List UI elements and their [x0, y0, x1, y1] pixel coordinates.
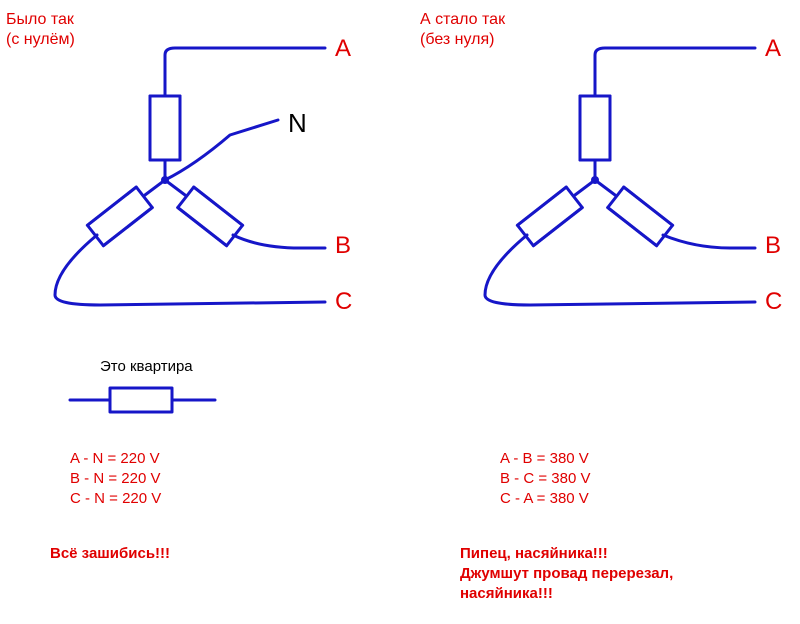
right-resistor-right — [608, 187, 673, 246]
left-star-node — [161, 176, 169, 184]
right-resistor-left — [517, 187, 582, 246]
wiring-layer — [0, 0, 800, 624]
left-resistor-top — [150, 96, 180, 160]
right-exclaim-3: насяйника!!! — [460, 585, 553, 603]
right-phase-B: B — [765, 232, 781, 261]
left-phase-C: C — [335, 288, 352, 317]
left-resistor-left — [87, 187, 152, 246]
right-star-node — [591, 176, 599, 184]
right-exclaim-2: Джумшут провад перерезал, — [460, 565, 673, 583]
right-phase-C: C — [765, 288, 782, 317]
left-phase-A: A — [335, 35, 351, 64]
left-resistor-right — [178, 187, 243, 246]
left-voltage-3: C - N = 220 V — [70, 490, 161, 508]
left-exclaim: Всё зашибись!!! — [50, 545, 170, 563]
right-wire-B — [663, 235, 755, 248]
left-title-line2: (с нулём) — [6, 30, 75, 49]
right-exclaim-1: Пипец, насяйника!!! — [460, 545, 608, 563]
left-voltage-1: A - N = 220 V — [70, 450, 160, 468]
right-wire-A — [595, 48, 755, 96]
right-title-line2: (без нуля) — [420, 30, 494, 49]
left-wire-N — [165, 120, 278, 180]
right-phase-A: A — [765, 35, 781, 64]
left-br-stub — [165, 180, 185, 195]
left-wire-A — [165, 48, 325, 96]
right-voltage-2: B - C = 380 V — [500, 470, 590, 488]
right-wire-C — [485, 235, 755, 305]
diagram-stage: Было так (с нулём) А стало так (без нуля… — [0, 0, 800, 624]
left-bl-stub — [145, 180, 165, 195]
left-wire-C — [55, 235, 325, 305]
right-voltage-1: A - B = 380 V — [500, 450, 589, 468]
left-neutral-N: N — [288, 108, 307, 139]
left-voltage-2: B - N = 220 V — [70, 470, 160, 488]
right-resistor-top — [580, 96, 610, 160]
right-title-line1: А стало так — [420, 10, 505, 29]
legend-resistor — [70, 388, 215, 412]
legend-label: Это квартира — [100, 358, 193, 376]
left-wire-B — [233, 235, 325, 248]
left-phase-B: B — [335, 232, 351, 261]
right-br-stub — [595, 180, 615, 195]
right-voltage-3: C - A = 380 V — [500, 490, 589, 508]
left-title-line1: Было так — [6, 10, 74, 29]
right-bl-stub — [575, 180, 595, 195]
